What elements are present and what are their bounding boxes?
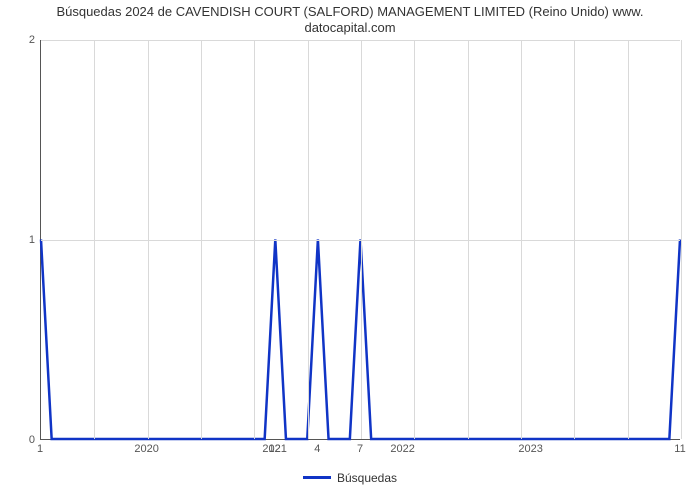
legend-swatch xyxy=(303,476,331,479)
gridline-v xyxy=(468,40,469,439)
chart-title: Búsquedas 2024 de CAVENDISH COURT (SALFO… xyxy=(0,0,700,35)
point-label: 7 xyxy=(357,443,363,455)
gridline-v xyxy=(148,40,149,439)
legend-label: Búsquedas xyxy=(337,471,397,485)
ytick-label: 0 xyxy=(29,434,35,446)
chart-title-line1: Búsquedas 2024 de CAVENDISH COURT (SALFO… xyxy=(56,4,643,19)
xtick-label: 2023 xyxy=(518,443,542,455)
point-label: 4 xyxy=(314,443,320,455)
gridline-v xyxy=(574,40,575,439)
chart-title-line2: datocapital.com xyxy=(304,20,395,35)
gridline-v xyxy=(94,40,95,439)
plot-area xyxy=(40,40,680,440)
gridline-v xyxy=(628,40,629,439)
point-label: 12 xyxy=(269,443,281,455)
gridline-v xyxy=(521,40,522,439)
ytick-label: 1 xyxy=(29,234,35,246)
xtick-label: 2020 xyxy=(134,443,158,455)
gridline-v xyxy=(681,40,682,439)
point-label: 1 xyxy=(37,443,43,455)
xtick-label: 2022 xyxy=(390,443,414,455)
ytick-label: 2 xyxy=(29,34,35,46)
gridline-v xyxy=(414,40,415,439)
line-chart: Búsquedas 2024 de CAVENDISH COURT (SALFO… xyxy=(0,0,700,500)
gridline-v xyxy=(254,40,255,439)
gridline-v xyxy=(308,40,309,439)
gridline-v xyxy=(361,40,362,439)
legend: Búsquedas xyxy=(0,470,700,485)
point-label: 11 xyxy=(674,443,685,455)
gridline-v xyxy=(201,40,202,439)
